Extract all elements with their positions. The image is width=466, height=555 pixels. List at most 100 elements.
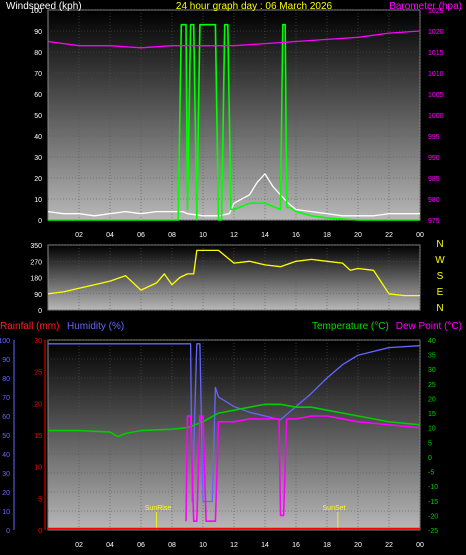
gust-line xyxy=(48,23,420,221)
dewpoint-label: Dew Point (°C) xyxy=(396,321,462,332)
windspeed-tick-label: 10 xyxy=(34,197,42,204)
temperature-tick-label: 30 xyxy=(428,367,436,374)
humidity-tick-label: 50 xyxy=(2,433,10,440)
top-grid xyxy=(48,9,421,221)
barometer-tick-label: 1010 xyxy=(428,71,444,78)
x-tick-label: 04 xyxy=(106,232,114,239)
dewpoint-line xyxy=(185,415,421,522)
direction-grid xyxy=(48,244,421,311)
temperature-tick-label: -25 xyxy=(428,528,438,535)
barometer-tick-label: 1020 xyxy=(428,29,444,36)
barometer-tick-label: 1015 xyxy=(428,50,444,57)
humidity-tick-label: 90 xyxy=(2,357,10,364)
windspeed-tick-label: 60 xyxy=(34,92,42,99)
barometer-tick-label: 1005 xyxy=(428,92,444,99)
sunrise-label: SunRise xyxy=(145,505,172,512)
x-tick-label: 16 xyxy=(292,542,300,549)
temperature-tick-label: -5 xyxy=(428,470,434,477)
windspeed-tick-label: 80 xyxy=(34,50,42,57)
temperature-tick-label: -20 xyxy=(428,513,438,520)
humidity-label: Humidity (%) xyxy=(67,321,124,332)
sunset-label: SunSet xyxy=(323,505,346,512)
compass-label: E xyxy=(437,287,444,298)
windspeed-tick-label: 90 xyxy=(34,29,42,36)
x-tick-label: 18 xyxy=(323,232,331,239)
direction-tick-label: 90 xyxy=(34,292,42,299)
windspeed-tick-label: 40 xyxy=(34,134,42,141)
top-axes: 0102030405060708090100975980985990995100… xyxy=(30,8,443,239)
temperature-tick-label: -15 xyxy=(428,499,438,506)
rainfall-tick-label: 5 xyxy=(38,496,42,503)
rainfall-tick-label: 25 xyxy=(34,370,42,377)
compass-label: N xyxy=(436,303,443,314)
humidity-tick-label: 30 xyxy=(2,471,10,478)
direction-tick-label: 0 xyxy=(38,308,42,315)
x-tick-label: 08 xyxy=(168,542,176,549)
humidity-tick-label: 10 xyxy=(2,509,10,516)
barometer-line xyxy=(47,30,421,49)
temperature-tick-label: -10 xyxy=(428,484,438,491)
compass-label: W xyxy=(435,255,445,266)
humidity-tick-label: 80 xyxy=(2,376,10,383)
x-tick-label: 08 xyxy=(168,232,176,239)
humidity-line xyxy=(48,343,421,503)
humidity-tick-label: 60 xyxy=(2,414,10,421)
windspeed-tick-label: 30 xyxy=(34,155,42,162)
temperature-line xyxy=(48,403,421,438)
x-tick-label: 20 xyxy=(354,232,362,239)
barometer-tick-label: 995 xyxy=(428,134,440,141)
x-tick-label: 02 xyxy=(75,542,83,549)
humidity-tick-label: 0 xyxy=(6,528,10,535)
direction-tick-label: 350 xyxy=(30,243,42,250)
temperature-tick-label: 40 xyxy=(428,338,436,345)
compass-label: N xyxy=(436,239,443,250)
temperature-grid xyxy=(48,339,421,531)
temperature-tick-label: 0 xyxy=(428,455,432,462)
barometer-tick-label: 975 xyxy=(428,218,440,225)
x-tick-label: 06 xyxy=(137,232,145,239)
temperature-tick-label: 25 xyxy=(428,382,436,389)
barometer-tick-label: 990 xyxy=(428,155,440,162)
x-tick-label: 04 xyxy=(106,542,114,549)
x-tick-label: 22 xyxy=(385,232,393,239)
x-tick-label: 18 xyxy=(323,542,331,549)
humidity-tick-label: 20 xyxy=(2,490,10,497)
direction-tick-label: 180 xyxy=(30,276,42,283)
x-tick-label: 10 xyxy=(199,232,207,239)
x-tick-label: 22 xyxy=(385,542,393,549)
rainfall-tick-label: 20 xyxy=(34,401,42,408)
x-tick-label: 20 xyxy=(354,542,362,549)
direction-line xyxy=(47,249,420,297)
temperature-tick-label: 5 xyxy=(428,440,432,447)
temperature-tick-label: 35 xyxy=(428,353,436,360)
x-tick-label: 02 xyxy=(75,232,83,239)
temperature-series xyxy=(48,343,421,530)
compass-label: S xyxy=(437,271,444,282)
x-tick-label: 14 xyxy=(261,542,269,549)
x-tick-label: 00 xyxy=(416,542,424,549)
rainfall-tick-label: 15 xyxy=(34,433,42,440)
humidity-tick-label: 70 xyxy=(2,395,10,402)
rainfall-tick-label: 10 xyxy=(34,465,42,472)
direction-series xyxy=(47,249,420,297)
barometer-label: Barometer (hpa) xyxy=(389,1,462,12)
windspeed-label: Windspeed (kph) xyxy=(6,1,82,12)
rainfall-label: Rainfall (mm) xyxy=(0,321,59,332)
windspeed-tick-label: 0 xyxy=(38,218,42,225)
x-tick-label: 12 xyxy=(230,232,238,239)
x-tick-label: 16 xyxy=(292,232,300,239)
windspeed-line xyxy=(47,173,420,217)
x-tick-label: 14 xyxy=(261,232,269,239)
x-tick-label: 10 xyxy=(199,542,207,549)
direction-tick-label: 270 xyxy=(30,259,42,266)
windspeed-tick-label: 70 xyxy=(34,71,42,78)
windspeed-tick-label: 20 xyxy=(34,176,42,183)
top-series xyxy=(47,23,421,221)
temperature-tick-label: 20 xyxy=(428,396,436,403)
humidity-tick-label: 40 xyxy=(2,452,10,459)
barometer-tick-label: 1025 xyxy=(428,8,444,15)
